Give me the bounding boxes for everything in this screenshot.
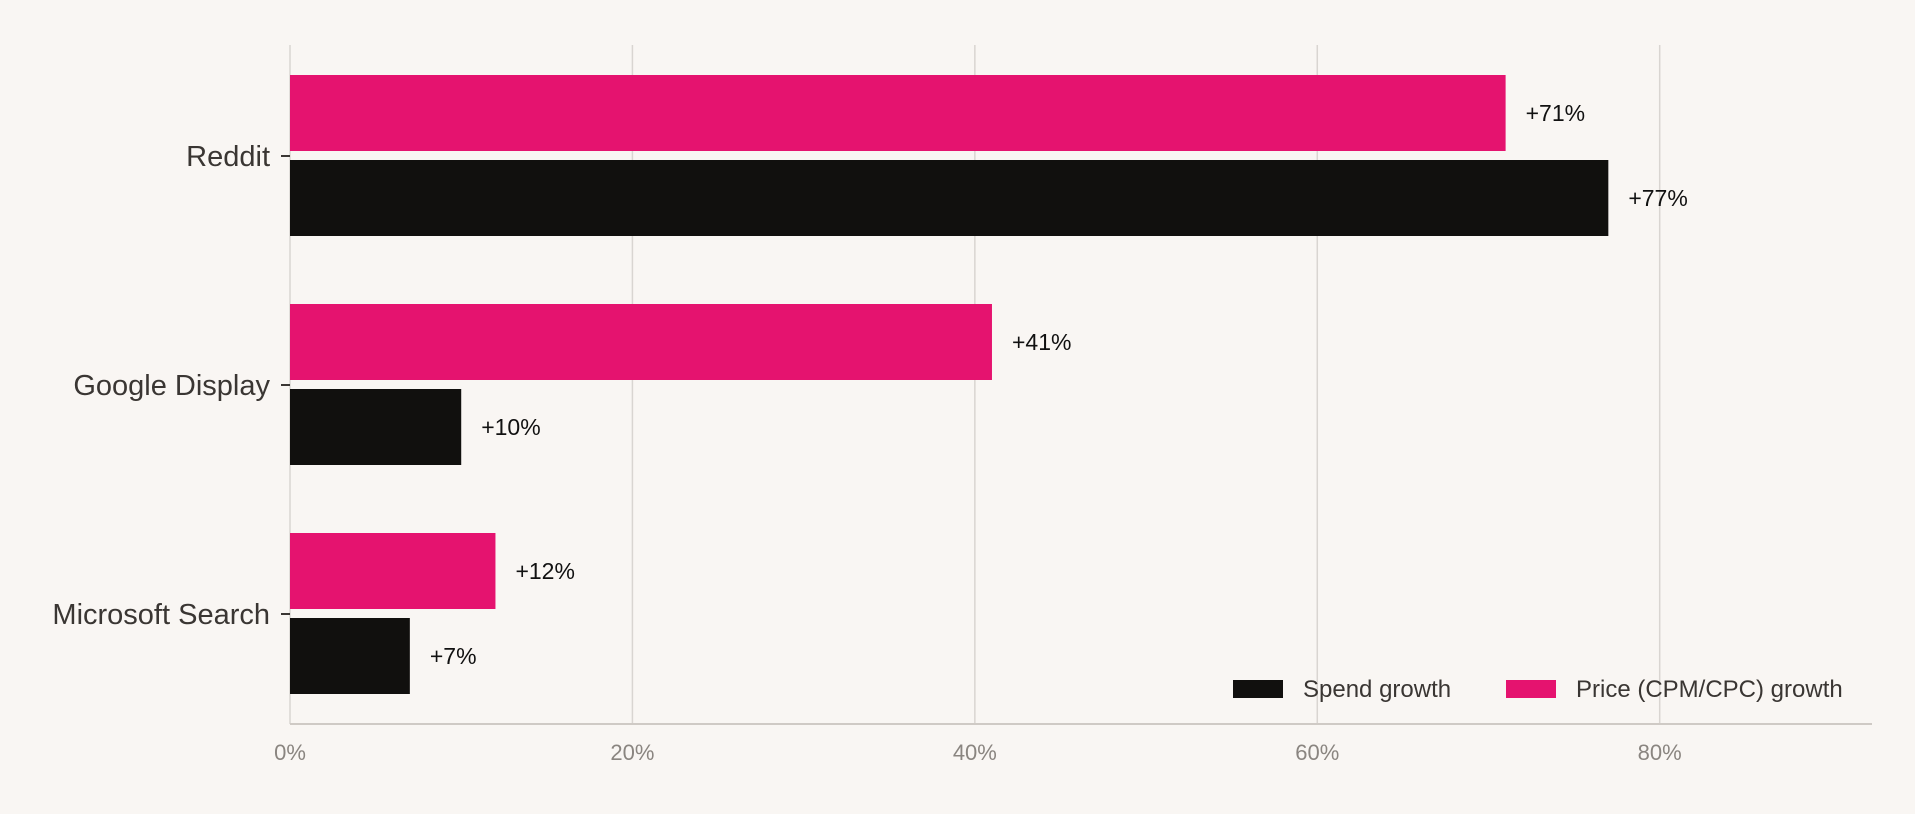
category-label-1: Google Display bbox=[73, 370, 270, 402]
x-tick-label-60: 60% bbox=[1295, 740, 1339, 765]
category-label-2: Microsoft Search bbox=[52, 599, 270, 631]
value-label-spend-0: +77% bbox=[1628, 185, 1687, 211]
legend-swatch-0 bbox=[1233, 680, 1283, 698]
bar-spend-2 bbox=[290, 618, 410, 694]
value-label-price-1: +41% bbox=[1012, 329, 1071, 355]
value-label-spend-2: +7% bbox=[430, 643, 477, 669]
legend-label-0: Spend growth bbox=[1303, 676, 1451, 703]
bar-spend-0 bbox=[290, 160, 1609, 236]
bar-price-1 bbox=[290, 304, 992, 380]
value-label-price-0: +71% bbox=[1526, 100, 1585, 126]
x-tick-label-40: 40% bbox=[953, 740, 997, 765]
legend: Spend growth Price (CPM/CPC) growth bbox=[1233, 676, 1843, 703]
bar-price-2 bbox=[290, 533, 496, 609]
bar-price-0 bbox=[290, 75, 1506, 151]
x-tick-label-0: 0% bbox=[274, 740, 306, 765]
category-label-0: Reddit bbox=[186, 141, 270, 173]
value-label-spend-1: +10% bbox=[481, 414, 540, 440]
x-tick-label-20: 20% bbox=[610, 740, 654, 765]
axis-layer: 0% 20% 40% 60% 80% Reddit Google Display Micros… bbox=[52, 141, 1872, 765]
legend-label-1: Price (CPM/CPC) growth bbox=[1576, 676, 1843, 703]
x-tick-label-80: 80% bbox=[1638, 740, 1682, 765]
grid-layer bbox=[289, 45, 1661, 724]
value-label-price-2: +12% bbox=[515, 558, 574, 584]
bar-spend-1 bbox=[290, 389, 462, 465]
bars-layer: +71% +77% +41% +10% +12% +7% bbox=[290, 75, 1688, 694]
legend-swatch-1 bbox=[1506, 680, 1556, 698]
